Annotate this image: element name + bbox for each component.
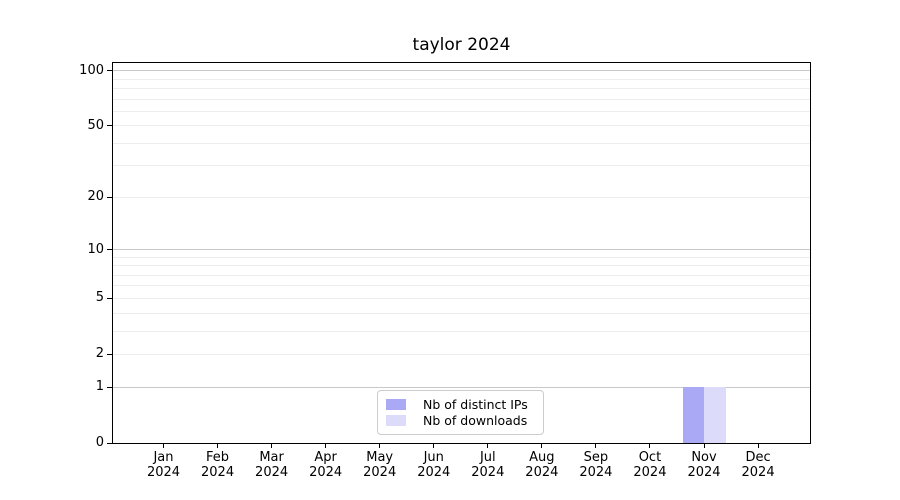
- gridline-minor: [113, 256, 810, 258]
- gridline-minor: [113, 110, 810, 112]
- x-tick-mark: [325, 444, 327, 448]
- x-tick-mark: [271, 444, 273, 448]
- y-tick-mark: [107, 297, 112, 299]
- gridline-minor: [113, 330, 810, 332]
- legend-item-distinct-ips: Nb of distinct IPs: [386, 397, 535, 412]
- legend-label-distinct-ips: Nb of distinct IPs: [423, 397, 528, 412]
- chart-title: taylor 2024: [412, 35, 511, 55]
- x-tick-mark: [649, 444, 651, 448]
- x-tick-label: Mar 2024: [255, 450, 289, 480]
- x-tick-label: Sep 2024: [579, 450, 613, 480]
- bar-distinct-ips: [682, 387, 704, 443]
- y-tick-mark: [107, 70, 112, 72]
- x-tick-mark: [433, 444, 435, 448]
- y-tick-label: 0: [95, 435, 104, 450]
- y-tick-mark: [107, 353, 112, 355]
- x-tick-mark: [217, 444, 219, 448]
- y-tick-label: 5: [95, 290, 104, 306]
- gridline-minor: [113, 87, 810, 89]
- gridline-minor: [113, 297, 810, 299]
- x-tick-label: May 2024: [363, 450, 397, 480]
- x-tick-label: Aug 2024: [525, 450, 559, 480]
- x-tick-mark: [541, 444, 543, 448]
- gridline-minor: [113, 142, 810, 144]
- gridline-minor: [113, 165, 810, 167]
- x-tick-label: Apr 2024: [309, 450, 343, 480]
- gridline-minor: [113, 98, 810, 100]
- y-tick-mark: [107, 442, 112, 444]
- gridline-minor: [113, 312, 810, 314]
- x-tick-label: Feb 2024: [201, 450, 235, 480]
- gridline-minor: [113, 274, 810, 276]
- y-tick-label: 100: [79, 62, 104, 78]
- gridline-major: [113, 249, 810, 251]
- y-tick-mark: [107, 249, 112, 251]
- y-tick-label: 20: [87, 189, 104, 205]
- y-tick-label: 2: [95, 346, 104, 362]
- x-tick-mark: [163, 444, 164, 448]
- gridline-minor: [113, 196, 810, 198]
- x-tick-label: Jan 2024: [146, 450, 181, 480]
- gridline-minor: [113, 78, 810, 80]
- x-tick-label: Nov 2024: [687, 450, 721, 480]
- y-tick-mark: [107, 125, 112, 127]
- y-tick-label: 50: [87, 117, 104, 133]
- y-tick-label: 1: [95, 379, 104, 395]
- legend-swatch-downloads: [386, 415, 406, 426]
- x-tick-label: Oct 2024: [633, 450, 667, 480]
- gridline-minor: [113, 353, 810, 355]
- bar-downloads: [704, 387, 726, 443]
- x-tick-label: Jul 2024: [471, 450, 505, 480]
- y-tick-label: 10: [87, 241, 104, 257]
- x-tick-label: Jun 2024: [417, 450, 451, 480]
- gridline-major: [113, 70, 810, 72]
- legend-item-downloads: Nb of downloads: [386, 413, 535, 428]
- plot-area: [112, 62, 811, 444]
- x-tick-mark: [757, 444, 759, 448]
- legend-label-downloads: Nb of downloads: [423, 413, 528, 428]
- gridline-minor: [113, 125, 810, 127]
- gridline-major: [113, 386, 810, 388]
- x-tick-label: Dec 2024: [741, 450, 775, 480]
- x-tick-mark: [379, 444, 381, 448]
- legend: Nb of distinct IPs Nb of downloads: [377, 390, 544, 435]
- x-tick-mark: [703, 444, 705, 448]
- x-tick-mark: [487, 444, 489, 448]
- gridline-minor: [113, 265, 810, 267]
- legend-swatch-distinct-ips: [386, 399, 406, 410]
- x-tick-mark: [595, 444, 597, 448]
- y-tick-mark: [107, 386, 112, 388]
- gridline-minor: [113, 285, 810, 287]
- y-tick-mark: [107, 196, 112, 198]
